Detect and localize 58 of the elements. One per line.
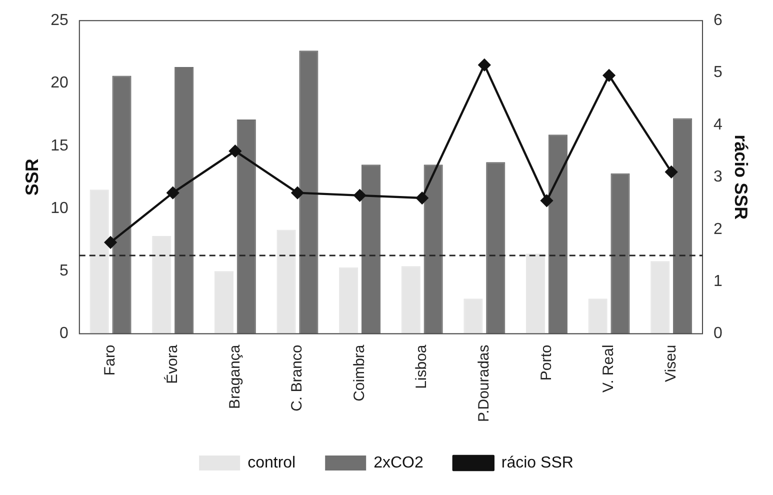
legend-label: 2xCO2 [374, 454, 424, 472]
x-tick-label: C. Branco [288, 344, 306, 412]
bar [526, 254, 546, 334]
bar [610, 173, 630, 334]
y-tick-label: 15 [50, 137, 68, 154]
y2-tick-label: 0 [714, 325, 722, 342]
x-tick-label: P.Douradas [476, 344, 493, 422]
bar [424, 164, 443, 334]
y-tick-label: 10 [50, 200, 68, 217]
y2-tick-label: 5 [714, 64, 722, 82]
y-axis-title: SSR [22, 158, 42, 196]
point [478, 58, 491, 72]
bar [548, 134, 568, 334]
legend-label: rácio SSR [501, 454, 574, 472]
bar [90, 190, 109, 334]
point [416, 192, 428, 204]
x-tick-label: Faro [102, 344, 119, 376]
y-tick-label: 5 [59, 262, 68, 280]
bar [214, 271, 234, 334]
bar [174, 66, 194, 334]
bar [673, 118, 692, 334]
y2-tick-label: 6 [714, 12, 722, 30]
bar [401, 266, 420, 334]
point [354, 189, 366, 202]
bar [112, 76, 132, 334]
y-tick-label: 0 [59, 325, 68, 342]
y2-tick-label: 4 [714, 116, 722, 134]
x-tick-label: Lisboa [413, 344, 430, 389]
bar [299, 50, 318, 334]
point [602, 69, 616, 82]
point [104, 236, 117, 248]
point [229, 144, 242, 158]
x-tick-label: Coimbra [350, 344, 368, 402]
y2-tick-label: 1 [714, 272, 722, 290]
y-tick-label: 25 [50, 12, 68, 30]
legend-label: control [248, 454, 296, 472]
bar [276, 230, 296, 334]
point [166, 186, 179, 199]
bar [339, 267, 358, 334]
bar [650, 261, 670, 334]
y2-tick-label: 3 [714, 168, 722, 186]
y2-axis-title: rácio SSR [731, 134, 752, 220]
x-tick-label: Porto [538, 344, 555, 381]
point [665, 166, 678, 178]
x-tick-label: Viseu [662, 344, 680, 382]
y-tick-label: 20 [50, 74, 68, 92]
bar [236, 120, 256, 334]
bar [588, 298, 608, 334]
bar [464, 298, 483, 334]
bar [361, 164, 381, 334]
x-tick-label: Évora [163, 344, 182, 384]
point [291, 186, 304, 199]
bar [486, 162, 506, 334]
point [540, 194, 553, 207]
x-tick-label: V. Real [600, 344, 618, 393]
y2-tick-label: 2 [714, 220, 722, 238]
x-tick-label: Bragança [226, 344, 244, 409]
bar [152, 236, 172, 334]
